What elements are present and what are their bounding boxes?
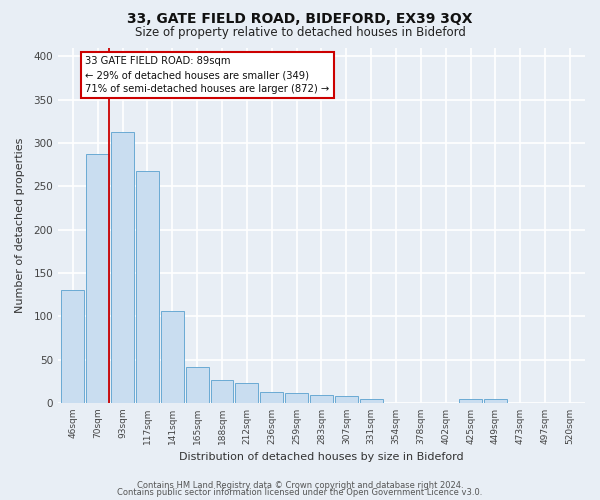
Bar (285, 394, 308, 403)
Bar (260, 392, 283, 403)
Bar (61, 290, 84, 403)
Y-axis label: Number of detached properties: Number of detached properties (15, 138, 25, 313)
Bar (161, 311, 184, 403)
Text: Contains HM Land Registry data © Crown copyright and database right 2024.: Contains HM Land Registry data © Crown c… (137, 480, 463, 490)
Bar (335, 396, 358, 403)
Bar (459, 400, 482, 403)
Bar (235, 383, 259, 403)
X-axis label: Distribution of detached houses by size in Bideford: Distribution of detached houses by size … (179, 452, 464, 462)
Bar (484, 400, 507, 403)
Text: Contains public sector information licensed under the Open Government Licence v3: Contains public sector information licen… (118, 488, 482, 497)
Bar (211, 380, 233, 403)
Text: Size of property relative to detached houses in Bideford: Size of property relative to detached ho… (134, 26, 466, 39)
Bar (136, 170, 159, 403)
Bar (310, 395, 333, 403)
Text: 33, GATE FIELD ROAD, BIDEFORD, EX39 3QX: 33, GATE FIELD ROAD, BIDEFORD, EX39 3QX (127, 12, 473, 26)
Bar (111, 132, 134, 403)
Bar (360, 400, 383, 403)
Text: 33 GATE FIELD ROAD: 89sqm
← 29% of detached houses are smaller (349)
71% of semi: 33 GATE FIELD ROAD: 89sqm ← 29% of detac… (85, 56, 329, 94)
Bar (86, 154, 109, 403)
Bar (186, 368, 209, 403)
